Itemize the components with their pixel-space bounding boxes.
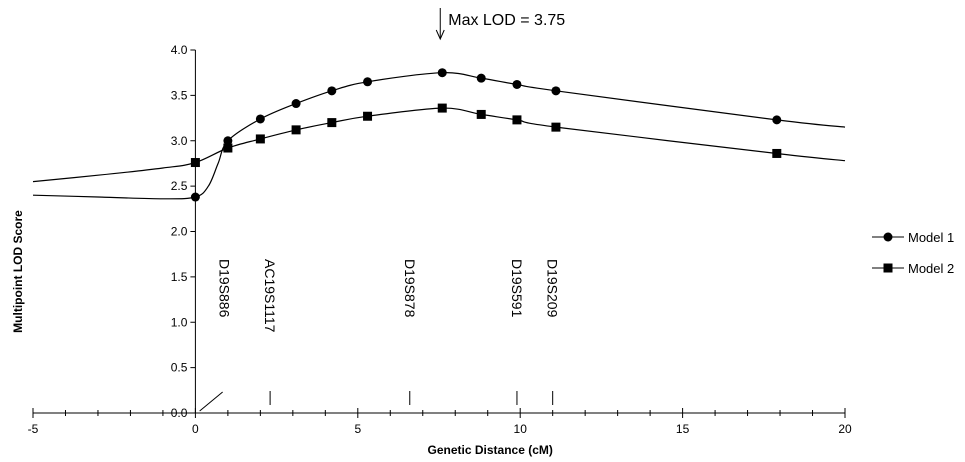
annotation-max-lod-3-75: Max LOD = 3.75 — [435, 8, 565, 41]
series-line-model-1 — [32, 72, 846, 200]
x-tick-label: -5 — [28, 422, 39, 436]
data-point-model-2 — [223, 143, 233, 153]
series-model-1 — [32, 68, 846, 202]
legend: Model 1 Model 2 — [872, 230, 954, 276]
marker-d19s591: D19S591 — [509, 259, 525, 405]
marker-label-d19s209: D19S209 — [545, 259, 561, 318]
data-point-model-2 — [327, 118, 337, 128]
data-point-model-2 — [512, 115, 522, 125]
y-tick-label: 4.0 — [171, 43, 188, 57]
marker-label-d19s878: D19S878 — [402, 259, 418, 318]
data-point-model-1 — [437, 68, 447, 78]
data-point-model-1 — [772, 115, 782, 125]
data-point-model-1 — [476, 73, 486, 83]
data-point-model-2 — [476, 109, 486, 119]
y-ticks: 0.0 0.5 1.0 1.5 2.0 2.5 3.0 3.5 4.0 — [171, 43, 196, 420]
marker-label-d19s591: D19S591 — [509, 259, 525, 318]
data-point-model-1 — [255, 114, 265, 124]
y-axis-title: Multipoint LOD Score — [11, 210, 25, 333]
legend-item-model-2: Model 2 — [872, 261, 954, 276]
legend-marker — [883, 263, 893, 273]
series-line-model-2 — [32, 107, 846, 183]
x-tick-label: 5 — [354, 422, 361, 436]
data-point-model-2 — [551, 122, 561, 132]
marker-d19s886: D19S886 — [199, 259, 233, 412]
marker-label-d19s886: D19S886 — [217, 259, 233, 318]
x-ticks: -5 0 5 10 15 20 — [28, 408, 852, 436]
marker-d19s209: D19S209 — [545, 259, 561, 405]
annotation-arrow-head — [435, 29, 445, 41]
y-tick-label: 3.5 — [171, 88, 188, 102]
data-point-model-1 — [190, 192, 200, 202]
y-tick-label: 0.0 — [171, 406, 188, 420]
y-tick-label: 3.0 — [171, 134, 188, 148]
data-point-model-2 — [190, 158, 200, 168]
data-point-model-2 — [255, 134, 265, 144]
y-tick-label: 1.0 — [171, 315, 188, 329]
x-axis-title: Genetic Distance (cM) — [428, 443, 553, 457]
data-point-model-2 — [772, 148, 782, 158]
marker-d19s878: D19S878 — [402, 259, 418, 405]
marker-leader-d19s886 — [199, 391, 223, 412]
y-tick-label: 0.5 — [171, 361, 188, 375]
data-point-model-1 — [363, 77, 373, 87]
x-tick-label: 15 — [676, 422, 690, 436]
legend-item-model-1: Model 1 — [872, 230, 954, 245]
marker-ac19s1117: AC19S1117 — [262, 259, 278, 405]
data-point-model-1 — [327, 86, 337, 96]
annotation-text: Max LOD = 3.75 — [448, 12, 565, 29]
data-point-model-1 — [291, 99, 301, 109]
data-point-model-1 — [512, 79, 522, 89]
y-tick-label: 2.0 — [171, 225, 188, 239]
data-point-model-1 — [223, 136, 233, 146]
series-layer — [32, 68, 846, 202]
y-tick-label: 2.5 — [171, 179, 188, 193]
series-model-2 — [32, 103, 846, 183]
annotations: Max LOD = 3.75 — [435, 8, 565, 41]
data-point-model-2 — [437, 103, 447, 113]
genetic-marker-labels: D19S886 AC19S1117 D19S878 D19S591 D19S209 — [199, 259, 561, 412]
legend-label: Model 1 — [908, 230, 954, 245]
legend-label: Model 2 — [908, 261, 954, 276]
data-point-model-1 — [551, 86, 561, 96]
data-point-model-2 — [291, 125, 301, 135]
legend-marker — [883, 232, 893, 242]
x-tick-label: 10 — [514, 422, 528, 436]
x-tick-label: 0 — [192, 422, 199, 436]
marker-label-ac19s1117: AC19S1117 — [262, 259, 278, 333]
y-tick-label: 1.5 — [171, 270, 188, 284]
data-point-model-2 — [363, 111, 373, 121]
x-tick-label: 20 — [838, 422, 852, 436]
